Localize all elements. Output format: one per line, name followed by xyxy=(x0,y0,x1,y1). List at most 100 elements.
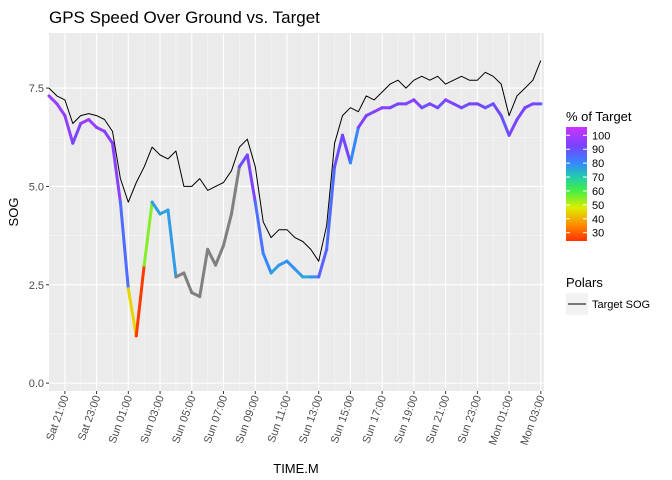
sog-point xyxy=(222,243,226,247)
sog-point xyxy=(301,275,305,279)
sog-segment xyxy=(499,114,511,137)
colorbar-label: 60 xyxy=(592,186,604,198)
sog-segment xyxy=(229,165,241,216)
sog-segment xyxy=(166,208,178,279)
sog-point xyxy=(198,295,202,299)
sog-point xyxy=(404,102,408,106)
x-tick-label: Sun 09:00 xyxy=(234,394,262,445)
sog-point xyxy=(515,118,519,122)
sog-point xyxy=(420,106,424,110)
colorbar-label: 30 xyxy=(592,228,604,240)
polars-legend-title: Polars xyxy=(566,275,603,290)
sog-point xyxy=(103,129,107,133)
sog-segment xyxy=(198,247,210,299)
sog-point xyxy=(341,133,345,137)
sog-point xyxy=(47,94,51,98)
color-legend: % of Target 100 90 80 70 60 50 40 30 xyxy=(566,109,632,241)
sog-point xyxy=(293,267,297,271)
colorbar-gradient xyxy=(566,127,587,241)
x-tick-label: Sun 03:00 xyxy=(138,394,166,445)
sog-point xyxy=(182,271,186,275)
sog-point xyxy=(95,125,99,129)
sog-segment xyxy=(87,118,99,129)
sog-point xyxy=(142,263,146,267)
sog-segment xyxy=(142,200,154,267)
sog-point xyxy=(229,212,233,216)
sog-segment xyxy=(356,114,368,129)
sog-segment xyxy=(134,263,146,338)
sog-point xyxy=(150,200,154,204)
sog-point xyxy=(388,106,392,110)
sog-point xyxy=(507,133,511,137)
sog-point xyxy=(166,208,170,212)
x-tick-label: Sun 23:00 xyxy=(456,394,484,445)
y-tick-label: 2.5 xyxy=(29,280,44,292)
sog-segment xyxy=(515,106,527,122)
colorbar-ticks: 100 90 80 70 60 50 40 30 xyxy=(566,130,610,240)
x-tick-label: Sat 23:00 xyxy=(76,394,103,442)
sog-point xyxy=(71,141,75,145)
sog-point xyxy=(460,106,463,110)
sog-segment xyxy=(63,114,75,145)
sog-segment xyxy=(118,200,130,291)
x-tick-label: Sat 21:00 xyxy=(44,394,71,442)
sog-segment xyxy=(341,133,352,165)
sog-point xyxy=(523,106,527,110)
sog-point xyxy=(412,98,416,102)
y-tick-label: 7.5 xyxy=(29,83,44,95)
sog-point xyxy=(174,275,178,279)
sog-segment xyxy=(222,212,233,247)
target-sog-line xyxy=(48,60,542,262)
sog-point xyxy=(237,165,241,169)
sog-point xyxy=(539,102,543,106)
sog-segment xyxy=(126,287,138,338)
colorbar-label: 70 xyxy=(592,172,604,184)
sog-segment xyxy=(261,251,273,275)
sog-segment xyxy=(491,102,503,118)
sog-point xyxy=(444,98,448,102)
plot-panel xyxy=(49,33,544,391)
sog-point xyxy=(118,200,122,204)
sog-point xyxy=(190,291,194,295)
x-tick-label: Mon 01:00 xyxy=(487,394,516,447)
sog-point xyxy=(333,165,337,169)
sog-point xyxy=(483,106,487,110)
x-tick-label: Sun 15:00 xyxy=(329,394,357,445)
sog-segment xyxy=(507,118,519,137)
colorbar-label: 40 xyxy=(592,214,604,226)
sog-point xyxy=(134,334,138,338)
x-axis-title: TIME.M xyxy=(273,461,319,476)
sog-segment xyxy=(325,165,337,251)
sog-point xyxy=(467,102,471,106)
x-tick-label: Sun 01:00 xyxy=(107,394,135,445)
sog-segment xyxy=(182,271,194,295)
sog-point xyxy=(531,102,535,106)
x-tick-label: Sun 11:00 xyxy=(266,394,294,444)
sog-point xyxy=(396,102,400,106)
sog-segment xyxy=(317,247,329,279)
colorbar-label: 90 xyxy=(592,144,604,156)
sog-point xyxy=(364,114,368,118)
colorbar-label: 80 xyxy=(592,158,604,170)
sog-segment xyxy=(206,247,218,267)
x-tick-label: Sun 19:00 xyxy=(392,394,420,445)
y-tick-label: 5.0 xyxy=(29,181,44,193)
sog-segment xyxy=(293,267,305,279)
colorbar-label: 100 xyxy=(592,130,610,142)
sog-segment xyxy=(333,133,345,169)
sog-point xyxy=(253,200,257,204)
x-tick-label: Sun 13:00 xyxy=(297,394,325,445)
sog-point xyxy=(269,271,273,275)
sog-point xyxy=(261,251,265,255)
colorbar xyxy=(566,127,587,241)
sog-segment xyxy=(237,153,249,169)
x-tick-label: Sun 17:00 xyxy=(361,394,389,445)
sog-segment xyxy=(285,259,297,271)
grid-lines xyxy=(49,33,544,391)
sog-point xyxy=(499,114,503,118)
sog-point xyxy=(348,161,352,165)
y-tick-label: 0.0 xyxy=(29,378,44,390)
sog-segment xyxy=(348,125,360,165)
sog-segment xyxy=(245,153,257,204)
